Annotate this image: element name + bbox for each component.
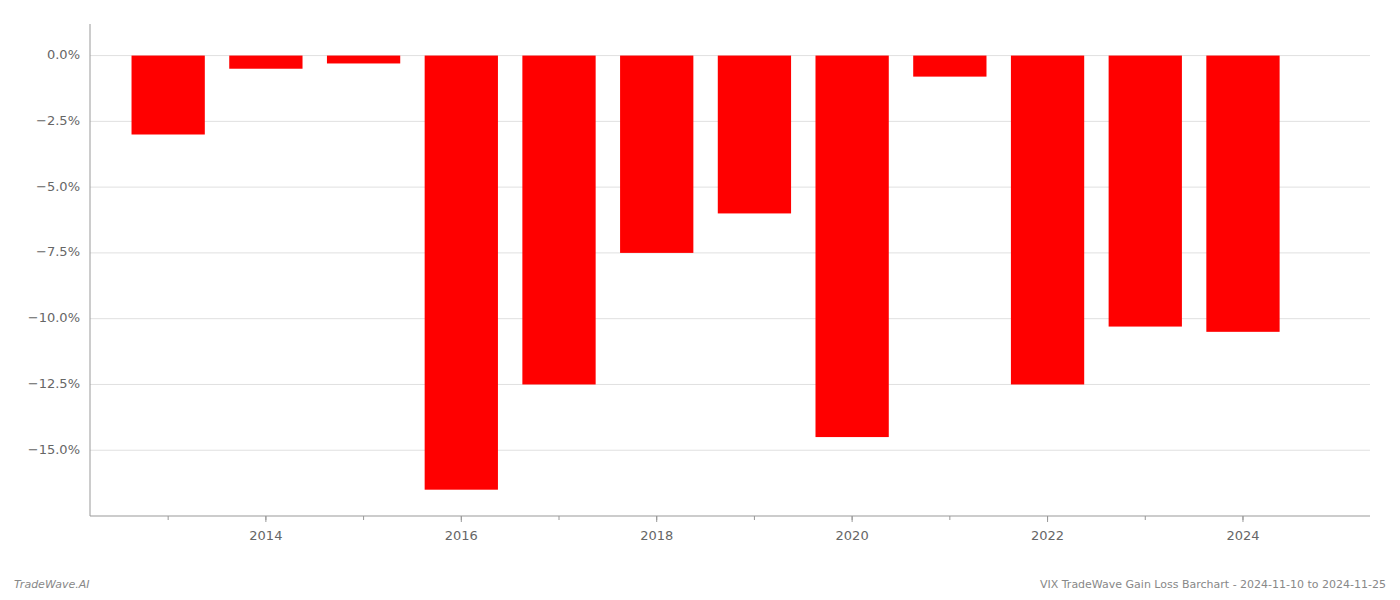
y-tick-label: −12.5% bbox=[28, 376, 80, 391]
x-tick-label: 2024 bbox=[1226, 528, 1259, 543]
footer: TradeWave.AI VIX TradeWave Gain Loss Barc… bbox=[14, 578, 1386, 591]
grid-line bbox=[90, 384, 1370, 385]
x-minor-tick bbox=[363, 516, 364, 520]
bar bbox=[620, 56, 693, 253]
x-minor-tick bbox=[559, 516, 560, 520]
y-tick-label: −7.5% bbox=[36, 244, 80, 259]
bar bbox=[229, 56, 302, 69]
bar bbox=[1206, 56, 1279, 332]
x-minor-tick bbox=[168, 516, 169, 520]
x-minor-tick bbox=[754, 516, 755, 520]
x-minor-tick bbox=[949, 516, 950, 520]
x-tick-label: 2014 bbox=[249, 528, 282, 543]
x-tick bbox=[265, 516, 266, 522]
bar bbox=[1011, 56, 1084, 385]
y-tick-label: −15.0% bbox=[28, 442, 80, 457]
y-tick-label: −10.0% bbox=[28, 310, 80, 325]
y-tick-label: 0.0% bbox=[47, 47, 80, 62]
x-axis-labels: 2014 2016 2018 2020 2022 2024 bbox=[249, 516, 1259, 543]
footer-right: VIX TradeWave Gain Loss Barchart - 2024-… bbox=[1040, 578, 1386, 591]
y-tick-label: −5.0% bbox=[36, 179, 80, 194]
x-tick bbox=[1047, 516, 1048, 522]
y-tick-label: −2.5% bbox=[36, 113, 80, 128]
y-axis-labels: 0.0% −2.5% −5.0% −7.5% −10.0% −12.5% −15.0% bbox=[28, 47, 80, 457]
x-tick bbox=[1242, 516, 1243, 522]
y-axis-line bbox=[90, 24, 91, 516]
x-tick-label: 2022 bbox=[1031, 528, 1064, 543]
bar bbox=[718, 56, 791, 214]
x-tick bbox=[461, 516, 462, 522]
bar bbox=[132, 56, 205, 135]
bar bbox=[327, 56, 400, 64]
x-axis-line bbox=[90, 516, 1370, 517]
bar bbox=[522, 56, 595, 385]
x-tick-label: 2016 bbox=[445, 528, 478, 543]
bar bbox=[425, 56, 498, 490]
grid bbox=[90, 56, 1370, 451]
x-tick-label: 2018 bbox=[640, 528, 673, 543]
x-tick bbox=[852, 516, 853, 522]
x-minor-tick bbox=[1145, 516, 1146, 520]
footer-left: TradeWave.AI bbox=[14, 578, 89, 591]
chart: 0.0% −2.5% −5.0% −7.5% −10.0% −12.5% −15.0% 201… bbox=[0, 0, 1400, 600]
bar bbox=[913, 56, 986, 77]
bar bbox=[815, 56, 888, 437]
axes bbox=[90, 24, 1370, 520]
grid-line bbox=[90, 450, 1370, 451]
x-tick-label: 2020 bbox=[836, 528, 869, 543]
x-tick bbox=[656, 516, 657, 522]
bar bbox=[1109, 56, 1182, 327]
bars bbox=[132, 56, 1280, 490]
